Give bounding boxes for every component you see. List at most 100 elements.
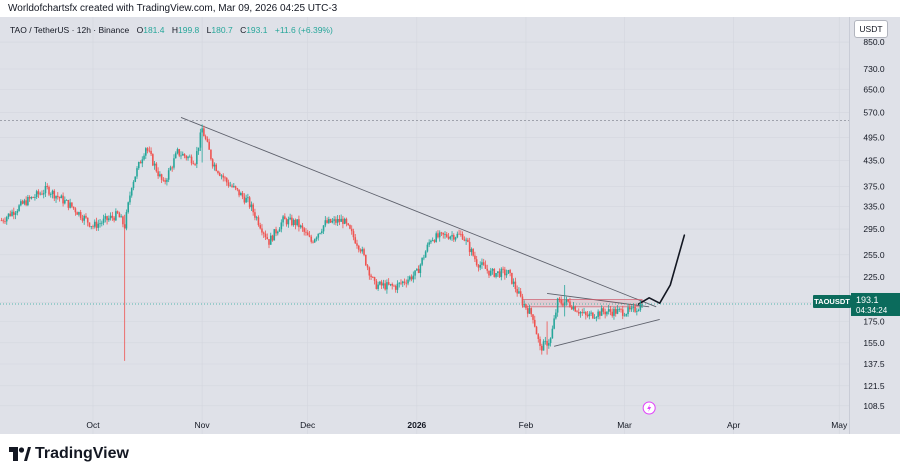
candle-body bbox=[72, 206, 75, 209]
candle-body bbox=[373, 277, 376, 281]
candle-body bbox=[463, 239, 466, 241]
candle-body bbox=[556, 298, 559, 313]
candle-body bbox=[261, 228, 263, 233]
candle-body bbox=[234, 186, 237, 189]
candle-body bbox=[430, 240, 432, 243]
candle-body bbox=[431, 240, 434, 241]
candle-body bbox=[345, 218, 348, 224]
candle-body bbox=[273, 229, 276, 241]
candle-body bbox=[435, 233, 437, 242]
candle-body bbox=[236, 188, 239, 190]
symbol-legend: TAO / TetherUS · 12h · Binance O181.4 H1… bbox=[10, 25, 333, 35]
candle-body bbox=[18, 205, 20, 211]
candle-body bbox=[641, 303, 643, 305]
candle-body bbox=[41, 193, 43, 195]
ticker-tag-bg bbox=[813, 294, 851, 308]
candle-body bbox=[357, 245, 360, 250]
y-tick-label: 137.5 bbox=[863, 359, 885, 369]
candle-body bbox=[53, 190, 56, 199]
candle-body bbox=[48, 186, 50, 195]
candle-body bbox=[525, 304, 527, 309]
candle-body bbox=[365, 254, 367, 266]
candle-body bbox=[458, 233, 460, 235]
candle-body bbox=[416, 268, 418, 271]
candle-body bbox=[174, 153, 177, 159]
candle-body bbox=[32, 197, 34, 198]
candle-body bbox=[335, 219, 337, 223]
candle-body bbox=[220, 175, 223, 177]
candle-body bbox=[389, 283, 392, 285]
candle-body bbox=[479, 264, 481, 268]
candle-body bbox=[210, 149, 212, 160]
candle-body bbox=[116, 211, 119, 214]
candle-body bbox=[134, 176, 137, 182]
candle-body bbox=[108, 218, 110, 221]
candle-body bbox=[491, 268, 494, 271]
candle-body bbox=[574, 306, 577, 312]
candle-body bbox=[368, 267, 371, 276]
candle-body bbox=[21, 201, 24, 204]
candle-body bbox=[166, 179, 168, 182]
candle-body bbox=[593, 317, 596, 319]
candle-body bbox=[509, 270, 511, 273]
chart-area[interactable] bbox=[0, 17, 849, 434]
x-tick-label: Apr bbox=[727, 420, 740, 430]
tradingview-logo[interactable]: TradingView bbox=[9, 445, 129, 463]
currency-button[interactable]: USDT bbox=[854, 20, 888, 38]
candle-body bbox=[549, 338, 552, 344]
candle-body bbox=[583, 312, 585, 313]
candle-body bbox=[505, 273, 508, 276]
candle-body bbox=[502, 268, 504, 270]
candle-body bbox=[398, 282, 401, 284]
candle-body bbox=[352, 231, 355, 238]
candle-body bbox=[285, 219, 288, 225]
candle-body bbox=[282, 216, 284, 223]
candle-body bbox=[639, 304, 642, 310]
candle-body bbox=[106, 216, 108, 221]
candle-body bbox=[627, 307, 629, 315]
candle-body bbox=[88, 222, 91, 227]
candle-body bbox=[533, 319, 536, 327]
candle-body bbox=[132, 181, 135, 189]
y-tick-label: 435.0 bbox=[863, 155, 885, 165]
candle-body bbox=[280, 222, 283, 230]
candle-body bbox=[576, 311, 578, 313]
candle-body bbox=[375, 280, 378, 289]
candle-body bbox=[456, 233, 459, 238]
candle-body bbox=[511, 272, 513, 284]
candle-body bbox=[13, 211, 15, 215]
candle-body bbox=[620, 308, 622, 310]
y-tick-label: 295.0 bbox=[863, 224, 885, 234]
candle-body bbox=[607, 309, 610, 312]
candle-body bbox=[401, 281, 404, 284]
candle-body bbox=[201, 128, 203, 133]
candle-body bbox=[238, 189, 240, 196]
legend-open-value: 181.4 bbox=[143, 25, 165, 35]
candle-body bbox=[294, 219, 297, 226]
candle-body bbox=[146, 148, 149, 151]
candle-body bbox=[359, 249, 362, 252]
candle-body bbox=[553, 318, 555, 329]
candle-body bbox=[76, 212, 78, 215]
candle-body bbox=[500, 268, 503, 278]
candle-body bbox=[606, 311, 608, 315]
candle-body bbox=[329, 219, 332, 223]
candle-body bbox=[451, 235, 453, 237]
candle-body bbox=[454, 237, 457, 240]
candle-body bbox=[167, 170, 170, 180]
candle-body bbox=[465, 239, 467, 241]
candle-body bbox=[46, 185, 49, 187]
price-tag-bg bbox=[851, 292, 900, 316]
x-tick-label: Dec bbox=[300, 420, 316, 430]
candle-body bbox=[104, 216, 107, 219]
candle-body bbox=[349, 224, 351, 229]
y-tick-label: 155.0 bbox=[863, 338, 885, 348]
candle-body bbox=[560, 299, 562, 304]
candle-body bbox=[64, 200, 66, 204]
x-tick-label: 2026 bbox=[407, 420, 426, 430]
candle-body bbox=[497, 271, 499, 274]
price-scale[interactable] bbox=[849, 17, 900, 434]
candle-body bbox=[301, 225, 304, 229]
candle-body bbox=[303, 228, 305, 232]
